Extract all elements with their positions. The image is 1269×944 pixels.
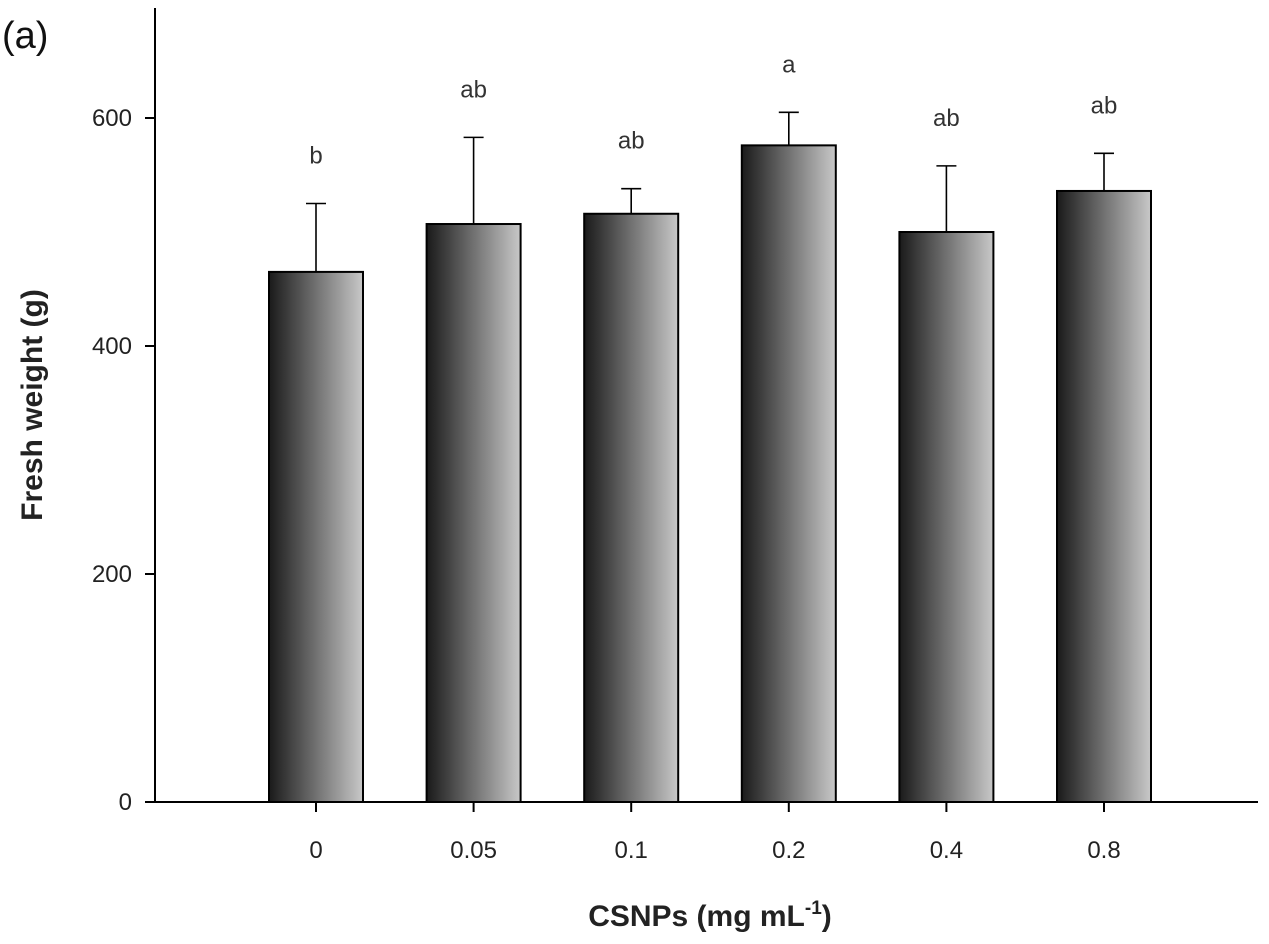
error-bars-group [306,111,1114,272]
error-bar-0.8 [1094,152,1114,191]
bar-0.05 [425,223,522,803]
x-tick-label-0: 0 [309,837,322,864]
x-tick-label-0.05: 0.05 [450,837,497,864]
error-bar-0.1 [621,187,642,214]
y-ticks-group: 0 200 400 600 [92,105,155,816]
y-tick-label-0: 0 [119,789,132,816]
x-ticks-group: 0 0.05 0.1 0.2 0.4 0.8 [309,802,1121,864]
y-tick-label-600: 600 [92,105,132,132]
panel-label: (a) [2,15,48,57]
x-axis-title-superscript: -1 [805,898,822,919]
y-axis-title: Fresh weight (g) [16,289,49,521]
significance-letter-0.1: ab [618,128,645,155]
error-bar-0.2 [778,111,799,146]
bar-0.2 [740,144,837,804]
significance-letter-0.4: ab [933,105,960,132]
y-tick-label-200: 200 [92,561,132,588]
bar-0.1 [583,212,680,803]
x-tick-label-0.2: 0.2 [772,837,805,864]
significance-letters-group: b ab ab a ab ab [309,51,1117,169]
significance-letter-0.05: ab [460,76,487,103]
significance-letter-0.8: ab [1091,92,1118,119]
y-tick-label-400: 400 [92,333,132,360]
x-axis-title-main: CSNPs (mg mL [588,900,805,933]
x-tick-label-0.8: 0.8 [1087,837,1120,864]
error-bar-0 [306,202,326,272]
bar-0 [268,270,364,803]
x-axis-title-end: ) [822,900,832,933]
bar-0.8 [1056,189,1152,803]
bars-group [268,144,1152,804]
significance-letter-0: b [309,143,322,170]
x-axis-title: CSNPs (mg mL-1) [588,898,832,933]
significance-letter-0.2: a [782,51,796,78]
bar-0.4 [898,231,995,803]
error-bar-0.05 [463,136,484,225]
x-tick-label-0.1: 0.1 [615,837,648,864]
error-bar-0.4 [936,165,957,232]
x-tick-label-0.4: 0.4 [930,837,963,864]
